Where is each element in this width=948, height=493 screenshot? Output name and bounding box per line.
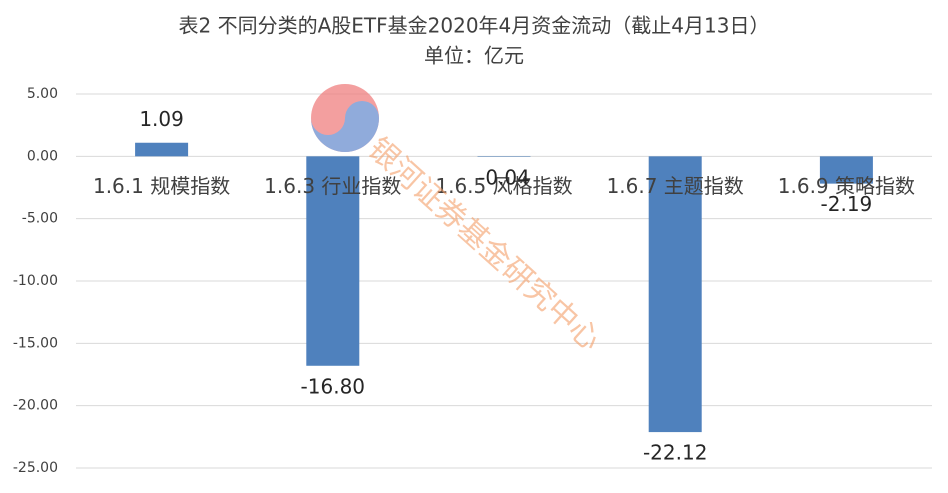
- plot-area: 5.00 0.00 -5.00 -10.00 -15.00 -20.00 -25.00 1.6…: [13, 86, 932, 476]
- chart-subtitle: 单位：亿元: [424, 44, 524, 68]
- watermark-logo: [311, 84, 379, 152]
- data-label: -22.12: [643, 441, 707, 465]
- bar: [135, 142, 189, 157]
- y-tick-label: -15.00: [13, 335, 58, 351]
- data-label: -2.19: [821, 192, 873, 216]
- y-tick-label: -20.00: [13, 398, 58, 414]
- y-tick-label: 5.00: [27, 86, 58, 102]
- y-tick-label: -10.00: [13, 273, 58, 289]
- bar: [648, 156, 702, 433]
- bar: [819, 156, 873, 184]
- y-tick-label: -5.00: [22, 211, 58, 227]
- y-tick-label: 0.00: [27, 148, 58, 164]
- y-tick-label: -25.00: [13, 460, 58, 476]
- x-tick-label: 1.6.1 规模指数: [93, 174, 230, 198]
- x-tick-label: 1.6.5 风格指数: [435, 174, 572, 198]
- chart-title: 表2 不同分类的A股ETF基金2020年4月资金流动（截止4月13日）: [179, 14, 770, 38]
- data-label: -0.04: [478, 165, 530, 189]
- data-label: -16.80: [301, 374, 365, 398]
- x-tick-label: 1.6.3 行业指数: [264, 174, 401, 198]
- x-tick-label: 1.6.7 主题指数: [607, 174, 744, 198]
- x-tick-label: 1.6.9 策略指数: [778, 174, 915, 198]
- bar: [306, 156, 360, 366]
- data-label: 1.09: [139, 107, 184, 131]
